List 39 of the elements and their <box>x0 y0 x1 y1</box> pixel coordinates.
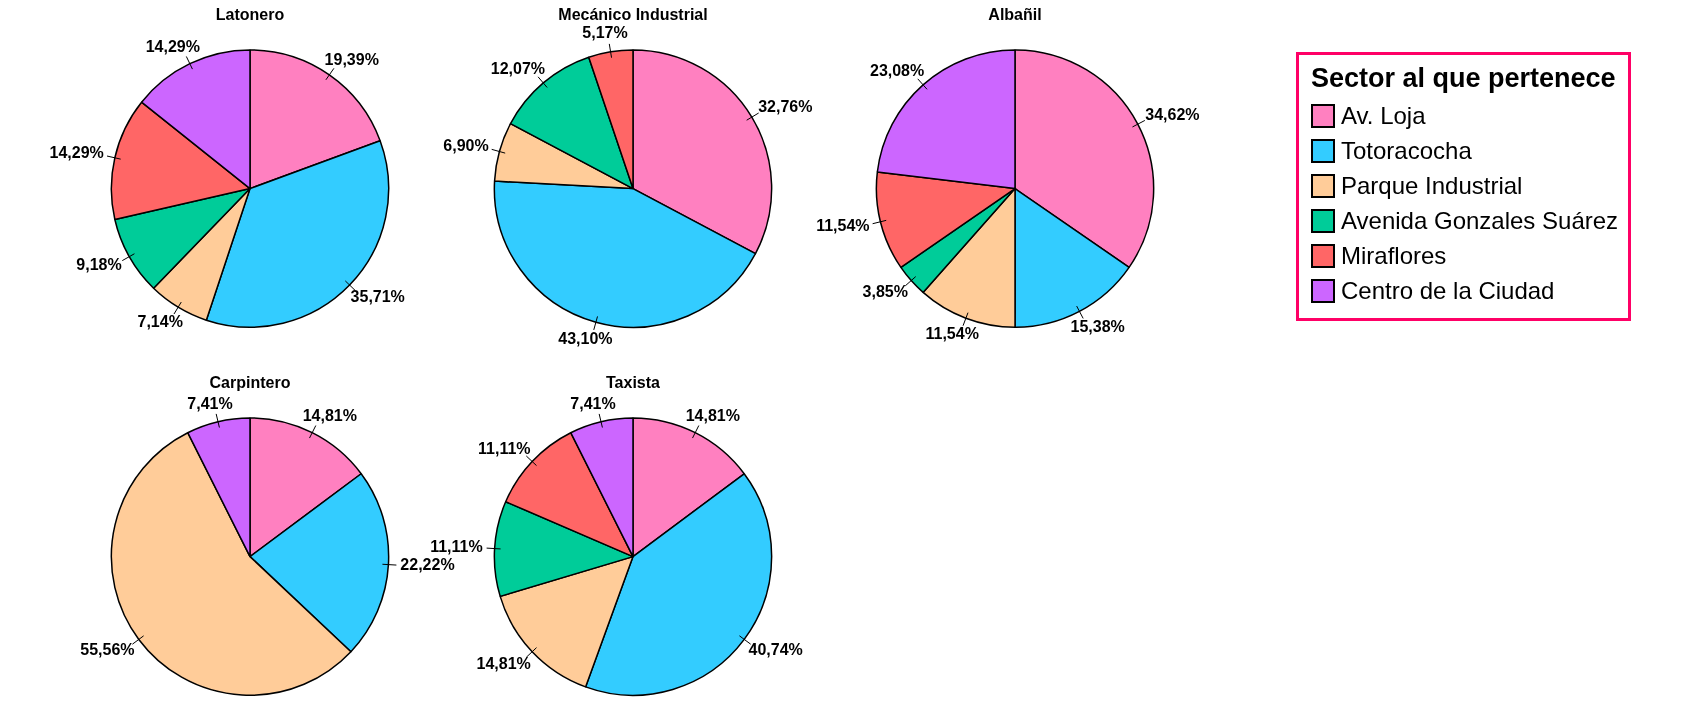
chart-title: Albañil <box>988 6 1042 24</box>
data-label: 6,90% <box>443 137 489 155</box>
data-label: 35,71% <box>350 287 405 305</box>
data-label: 14,29% <box>145 37 200 55</box>
legend-label: Parque Industrial <box>1341 171 1523 200</box>
data-label: 12,07% <box>490 59 546 77</box>
data-label: 5,17% <box>582 24 628 42</box>
legend-label: Centro de la Ciudad <box>1341 276 1555 305</box>
data-label: 34,62% <box>1145 106 1200 124</box>
data-label: 9,18% <box>76 255 122 273</box>
data-label: 11,54% <box>816 216 870 234</box>
data-label: 14,81% <box>685 407 740 425</box>
data-label: 7,14% <box>137 312 183 330</box>
legend-label: Miraflores <box>1341 241 1447 270</box>
data-label: 7,41% <box>570 394 616 412</box>
data-label: 14,81% <box>302 407 357 425</box>
data-label: 43,10% <box>558 329 613 347</box>
data-label: 19,39% <box>324 50 379 68</box>
legend-label: Totoracocha <box>1341 136 1472 165</box>
legend-title: Sector al que pertenece <box>1311 63 1617 94</box>
data-label: 3,85% <box>862 282 908 300</box>
data-label: 23,08% <box>869 61 925 79</box>
data-label: 55,56% <box>80 640 135 658</box>
data-label: 11,54% <box>925 325 979 343</box>
data-label: 11,11% <box>478 439 531 457</box>
data-label: 22,22% <box>400 556 455 574</box>
chart-title: Latonero <box>215 6 285 24</box>
data-label: 32,76% <box>758 98 813 116</box>
data-label: 11,11% <box>430 537 483 555</box>
data-label: 14,81% <box>476 654 531 672</box>
chart-title: Mecánico Industrial <box>558 6 708 24</box>
chart-title: Taxista <box>606 374 661 392</box>
data-label: 7,41% <box>187 394 233 412</box>
data-label: 15,38% <box>1070 317 1125 335</box>
chart-title: Carpintero <box>209 374 291 392</box>
data-label: 40,74% <box>748 640 803 658</box>
legend-label: Avenida Gonzales Suárez <box>1341 206 1619 235</box>
legend-label: Av. Loja <box>1341 101 1426 130</box>
data-label: 14,29% <box>49 144 104 162</box>
